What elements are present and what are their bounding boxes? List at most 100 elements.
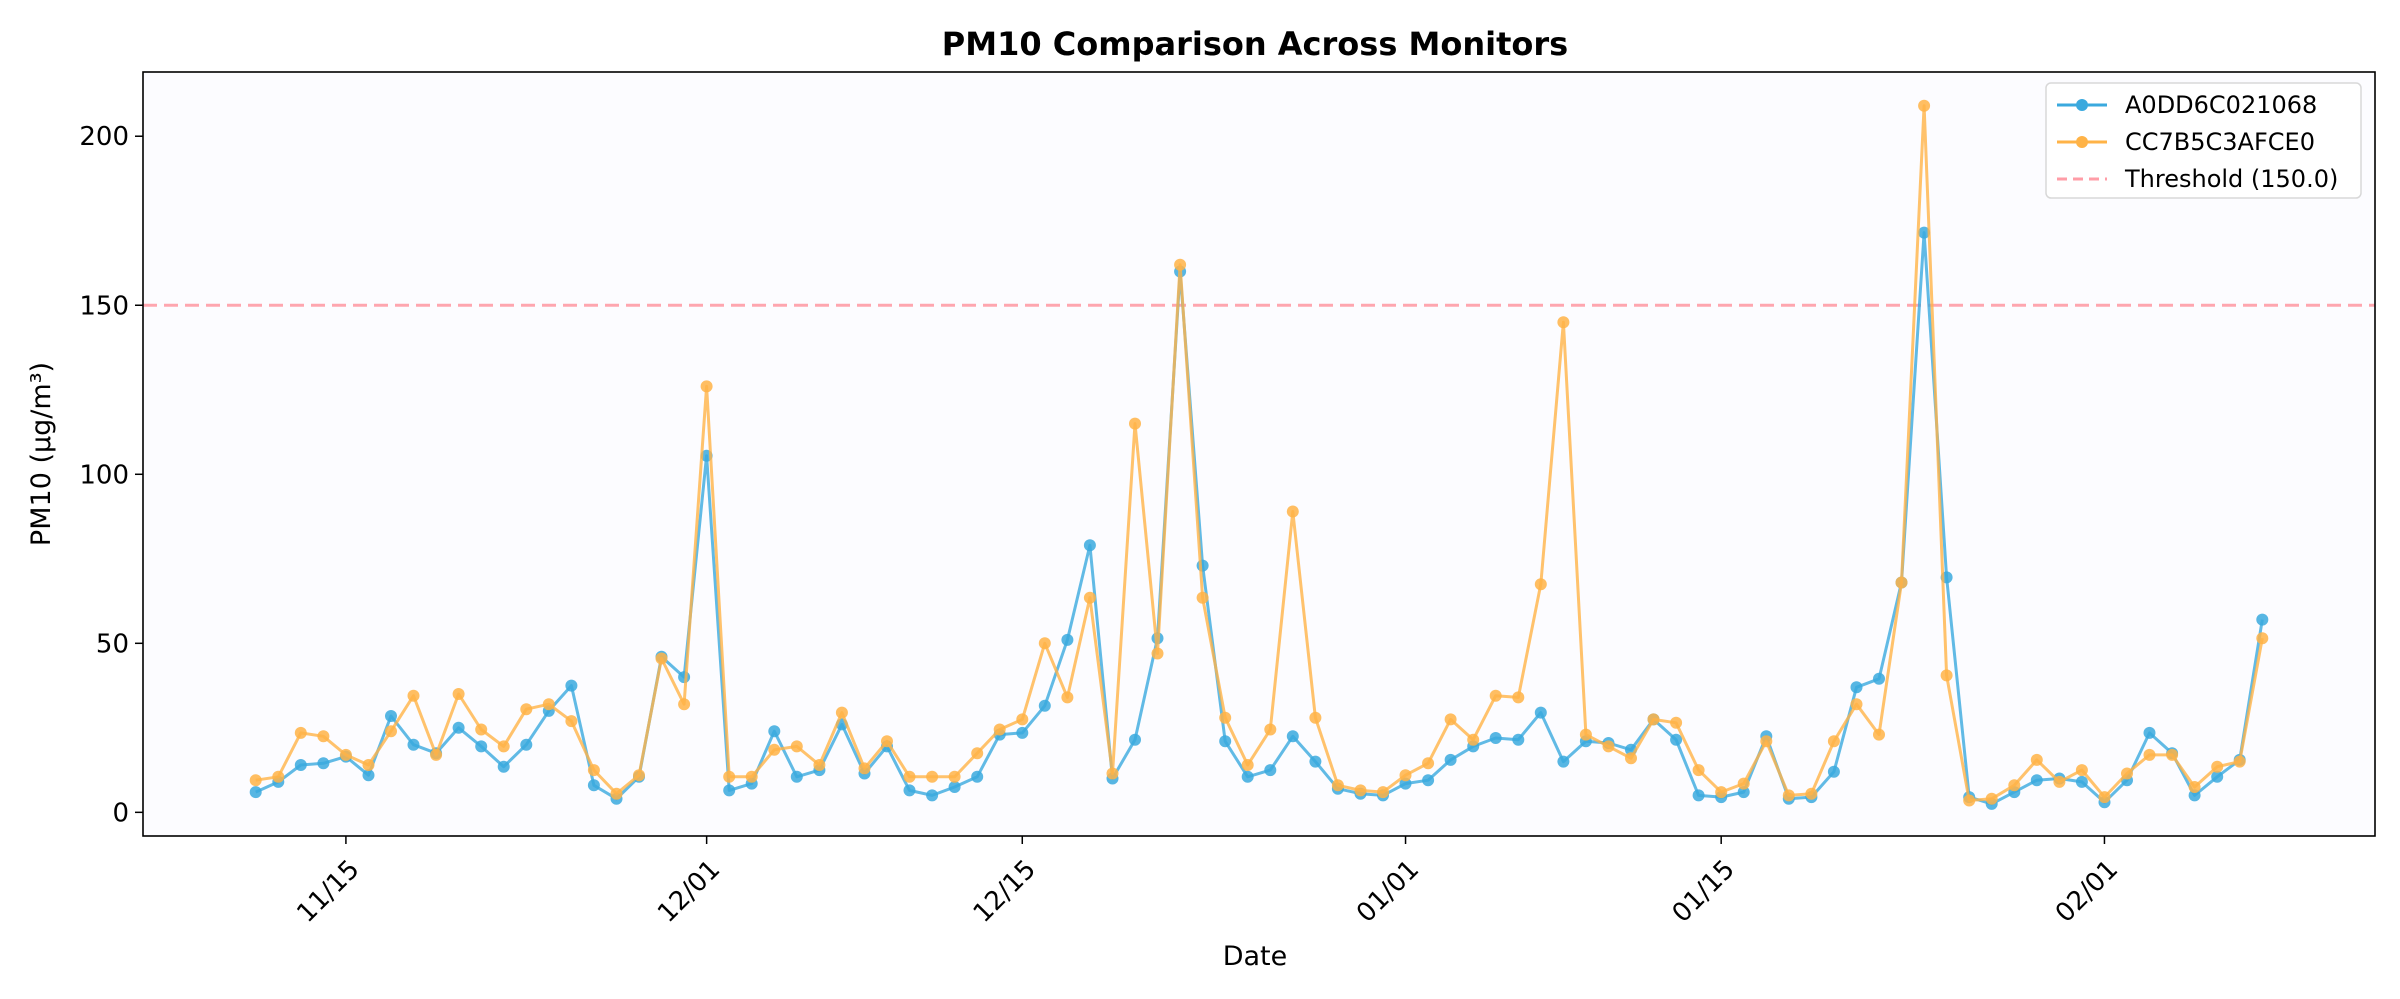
y-axis: 0 50 100 150 200 <box>79 122 143 828</box>
data-point <box>678 671 691 684</box>
legend-box <box>2045 82 2362 199</box>
data-point <box>317 730 330 743</box>
y-tick-label: 100 <box>79 460 129 490</box>
data-point <box>1061 633 1074 646</box>
data-point <box>272 770 285 783</box>
data-point <box>1467 733 1480 746</box>
data-point <box>1850 698 1863 711</box>
data-point <box>565 715 578 728</box>
data-point <box>858 762 871 775</box>
data-point <box>790 770 803 783</box>
legend-entry: Threshold (150.0) <box>2057 165 2338 193</box>
data-point <box>1264 723 1277 736</box>
data-point <box>1918 99 1931 112</box>
data-point <box>2211 770 2224 783</box>
data-point <box>497 760 510 773</box>
data-point <box>362 759 375 771</box>
data-point <box>1489 689 1502 702</box>
data-point <box>2143 726 2156 739</box>
data-point <box>1016 726 1029 739</box>
data-point <box>610 787 623 800</box>
data-point <box>813 759 826 771</box>
data-point <box>1241 759 1254 771</box>
data-point <box>1196 559 1209 572</box>
data-point <box>1760 735 1773 748</box>
data-point <box>2143 748 2156 761</box>
data-point <box>1557 755 1570 768</box>
data-point <box>452 688 465 700</box>
data-point <box>1737 786 1750 799</box>
data-point <box>678 698 691 711</box>
y-axis-label: PM10 (µg/m³) <box>26 362 57 546</box>
data-point <box>1444 753 1457 766</box>
data-point <box>587 764 600 777</box>
legend-label: Threshold (150.0) <box>2124 165 2338 193</box>
data-point <box>1625 752 1637 765</box>
data-point <box>385 725 397 738</box>
data-point <box>768 743 781 756</box>
data-point <box>2256 632 2269 645</box>
legend-label: CC7B5C3AFCE0 <box>2125 128 2315 156</box>
data-point <box>1399 777 1412 790</box>
data-point <box>1895 576 1908 589</box>
data-point <box>768 725 781 738</box>
data-point <box>317 757 330 770</box>
data-point <box>1827 735 1840 748</box>
data-point <box>1264 764 1277 777</box>
data-point <box>1737 777 1750 790</box>
data-point <box>1602 740 1615 753</box>
data-point <box>971 770 984 783</box>
data-point <box>881 735 893 748</box>
legend-label: A0DD6C021068 <box>2125 91 2317 119</box>
data-point <box>1016 713 1029 726</box>
data-point <box>249 774 262 787</box>
data-point <box>520 738 533 751</box>
data-point <box>407 689 420 702</box>
data-point <box>1309 755 1322 768</box>
data-point <box>1850 681 1863 694</box>
x-axis-label: Date <box>1223 941 1288 972</box>
legend-entry: CC7B5C3AFCE0 <box>2057 128 2315 156</box>
data-point <box>362 769 375 782</box>
data-point <box>1399 769 1412 782</box>
series-layer <box>249 99 2269 810</box>
data-point <box>1670 716 1683 729</box>
data-point <box>1331 779 1344 792</box>
data-point <box>633 769 645 782</box>
data-point <box>542 698 555 711</box>
data-point <box>1918 226 1931 239</box>
data-point <box>926 770 939 783</box>
data-point <box>1377 786 1389 799</box>
data-point <box>407 738 420 751</box>
legend-swatch-marker <box>2076 136 2088 148</box>
data-point <box>1038 637 1051 650</box>
data-point <box>1782 789 1795 802</box>
data-point <box>1241 770 1254 783</box>
data-point <box>1692 764 1705 777</box>
data-point <box>745 770 758 783</box>
data-point <box>1219 711 1232 724</box>
data-point <box>1963 794 1976 807</box>
data-point <box>294 726 307 739</box>
data-point <box>2211 760 2224 773</box>
legend: A0DD6C021068 CC7B5C3AFCE0 Threshold (150.0… <box>2045 82 2362 199</box>
data-point <box>948 770 961 783</box>
data-point <box>926 789 939 802</box>
data-point <box>339 748 352 761</box>
data-point <box>723 784 736 797</box>
data-point <box>2256 613 2269 626</box>
data-point <box>1873 672 1885 685</box>
data-point <box>1489 732 1502 744</box>
data-point <box>971 747 984 760</box>
data-point <box>1805 787 1818 800</box>
data-point <box>1151 647 1164 660</box>
data-point <box>1038 699 1051 712</box>
data-point <box>1174 258 1187 271</box>
data-point <box>2166 748 2179 761</box>
data-point <box>1715 786 1728 799</box>
data-point <box>1106 767 1119 780</box>
data-point <box>1647 713 1660 726</box>
data-point <box>475 740 488 753</box>
